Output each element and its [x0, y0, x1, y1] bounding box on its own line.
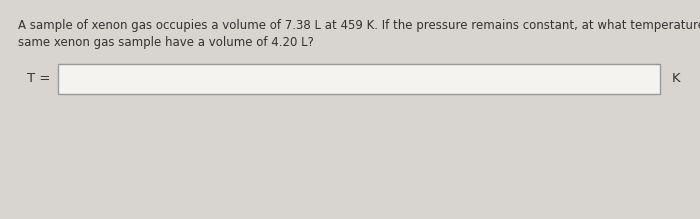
Text: T =: T =	[27, 72, 50, 85]
Text: same xenon gas sample have a volume of 4.20 L?: same xenon gas sample have a volume of 4…	[18, 36, 314, 49]
Text: K: K	[672, 72, 680, 85]
Text: A sample of xenon gas occupies a volume of 7.38 L at 459 K. If the pressure rema: A sample of xenon gas occupies a volume …	[18, 19, 700, 32]
FancyBboxPatch shape	[58, 64, 660, 94]
